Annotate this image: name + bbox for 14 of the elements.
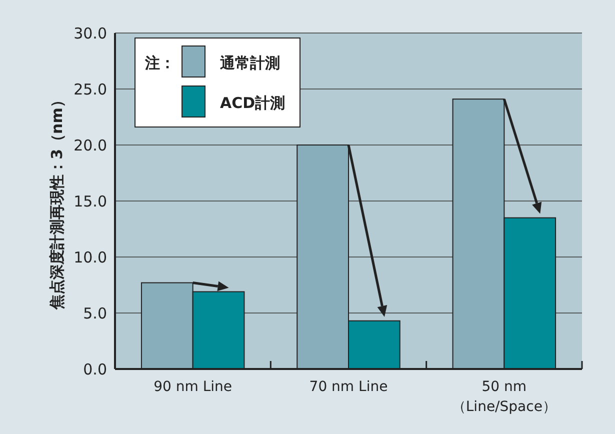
y-tick-label: 25.0	[74, 80, 107, 98]
x-tick-label: 90 nm Line	[154, 379, 232, 395]
y-tick-label: 5.0	[83, 304, 107, 322]
legend-label: 通常計測	[219, 54, 280, 72]
y-tick-label: 20.0	[74, 136, 107, 154]
x-tick-label: 70 nm Line	[309, 379, 388, 395]
y-tick-label: 15.0	[74, 192, 107, 210]
y-tick-label: 30.0	[74, 24, 107, 42]
legend-title: 注：	[144, 54, 175, 72]
x-tick-label: 50 nm （Line/Space）	[452, 379, 556, 415]
y-tick-label: 10.0	[74, 248, 107, 266]
y-axis-title: 焦点深度計測再現性：3（nm）	[48, 92, 66, 310]
legend-label: ACD計測	[220, 94, 286, 112]
y-tick-label: 0.0	[83, 360, 107, 378]
